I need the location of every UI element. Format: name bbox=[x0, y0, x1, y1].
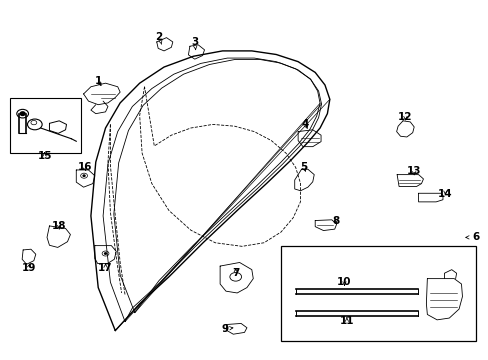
Text: 1: 1 bbox=[94, 76, 102, 86]
Text: 12: 12 bbox=[397, 112, 412, 122]
Bar bbox=[281, 246, 475, 341]
Text: 3: 3 bbox=[191, 37, 198, 50]
Text: 8: 8 bbox=[332, 216, 339, 226]
Text: 4: 4 bbox=[301, 120, 308, 129]
Text: 2: 2 bbox=[155, 32, 163, 44]
Text: 15: 15 bbox=[37, 150, 52, 161]
Text: 11: 11 bbox=[339, 316, 353, 325]
Circle shape bbox=[20, 112, 25, 116]
Text: 7: 7 bbox=[232, 268, 239, 278]
Text: 13: 13 bbox=[406, 166, 421, 176]
Circle shape bbox=[104, 253, 106, 254]
Bar bbox=[10, 98, 81, 153]
Text: 5: 5 bbox=[300, 162, 307, 172]
Text: 19: 19 bbox=[22, 263, 36, 273]
Circle shape bbox=[83, 175, 85, 176]
Text: 17: 17 bbox=[98, 263, 113, 273]
Text: 16: 16 bbox=[77, 162, 92, 172]
Text: 14: 14 bbox=[437, 189, 452, 199]
Text: 9: 9 bbox=[221, 324, 232, 334]
Text: 6: 6 bbox=[465, 232, 479, 242]
Text: 18: 18 bbox=[52, 221, 66, 231]
Text: 10: 10 bbox=[337, 277, 351, 287]
